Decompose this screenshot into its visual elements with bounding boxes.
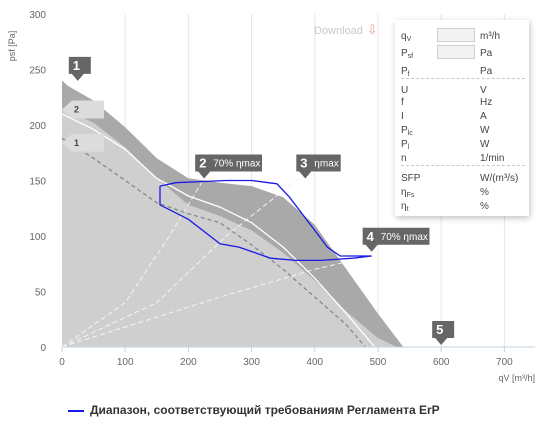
panel-row: n 1/min [395, 153, 529, 165]
panel-label: ηt [401, 201, 409, 213]
curve-markers: 1 2 70% ηmax 3 ηmax 4 70% ηmax 5 [68, 56, 455, 345]
marker-number: 2 [199, 156, 206, 171]
legend-erp[interactable]: Диапазон, соответствующий требованиям Ре… [68, 403, 440, 417]
panel-unit: W [480, 139, 490, 150]
y-tick-label: 250 [29, 66, 46, 77]
panel-row: ηt% [395, 201, 529, 213]
y-tick-label: 50 [35, 288, 47, 299]
x-tick-label: 700 [496, 357, 513, 368]
panel-label: Pl [401, 139, 410, 151]
panel-label: n [401, 153, 407, 164]
svg-text:1: 1 [74, 138, 79, 148]
erp-range [159, 179, 372, 262]
panel-row: ηFs% [395, 187, 529, 199]
erp-range-outline [159, 179, 372, 262]
legend-line-icon [68, 409, 84, 412]
panel-unit: W/(m³/s) [480, 173, 519, 184]
y-tick-label: 0 [40, 343, 46, 354]
panel-row: f Hz [395, 97, 529, 109]
y-tick-label: 300 [29, 10, 46, 21]
panel-row: qV m³/h [395, 28, 529, 43]
panel-unit: V [480, 85, 487, 96]
marker-3: 3 ηmax [296, 154, 341, 179]
panel-label: Pf [401, 66, 410, 78]
marker-text: 70% ηmax [213, 159, 260, 170]
panel-unit: W [480, 125, 490, 136]
x-axis-title: qV [m³/h] [498, 373, 535, 383]
panel-input[interactable] [437, 45, 475, 59]
curve-tag-1: 1 [62, 133, 104, 152]
marker-text: ηmax [314, 159, 338, 170]
x-tick-label: 300 [243, 357, 260, 368]
curve-tags: 21 [62, 100, 104, 152]
y-tick-label: 100 [29, 232, 46, 243]
panel-unit: Hz [480, 97, 493, 108]
x-tick-label: 200 [180, 357, 197, 368]
efficiency-line [61, 255, 372, 348]
efficiency-lines [61, 173, 372, 348]
panel-label: Plc [401, 125, 413, 137]
speed-curve-1 [61, 137, 366, 348]
panel-label: f [401, 97, 404, 108]
marker-5: 5 [432, 321, 455, 345]
panel-label: ηFs [401, 187, 415, 199]
marker-2: 2 70% ηmax [195, 154, 262, 179]
panel-unit: % [480, 187, 489, 198]
panel-unit: % [480, 201, 489, 212]
panel-separator [401, 165, 525, 166]
panel-row: Plc W [395, 125, 529, 137]
marker-text: 70% ηmax [381, 232, 428, 243]
panel-row: Pl W [395, 139, 529, 151]
y-axis-title: psf [Pa] [7, 31, 17, 62]
panel-unit: A [480, 111, 487, 122]
panel-row: Pf Pa [395, 66, 529, 78]
x-tick-label: 400 [306, 357, 323, 368]
panel-unit: Pa [480, 48, 493, 59]
x-tick-label: 0 [59, 357, 65, 368]
panel-separator [401, 78, 525, 79]
panel-input[interactable] [437, 28, 475, 42]
marker-1: 1 [68, 56, 91, 81]
y-tick-label: 150 [29, 177, 46, 188]
x-tick-label: 600 [433, 357, 450, 368]
curve-tag-2: 2 [62, 100, 104, 119]
download-icon: ⇩ [366, 22, 378, 37]
panel-unit: Pa [480, 66, 493, 77]
panel-unit: 1/min [480, 153, 505, 164]
y-tick-label: 200 [29, 121, 46, 132]
panel-label: I [401, 111, 404, 122]
speed-curve-2 [61, 113, 376, 348]
panel-row: SFP W/(m³/s) [395, 173, 529, 185]
x-tick-label: 500 [370, 357, 387, 368]
marker-number: 3 [300, 156, 307, 171]
svg-text:2: 2 [74, 104, 79, 114]
panel-label: SFP [401, 173, 421, 184]
panel-label: Psf [401, 48, 414, 60]
marker-number: 4 [367, 229, 375, 244]
download-label: Download [314, 25, 363, 37]
speed-curves [61, 113, 376, 348]
marker-4: 4 70% ηmax [362, 227, 430, 252]
panel-unit: m³/h [480, 31, 500, 42]
download-button[interactable]: Download ⇩ [314, 22, 378, 38]
legend-label: Диапазон, соответствующий требованиям Ре… [90, 403, 440, 417]
marker-number: 5 [436, 322, 443, 337]
axes: 0 100 200 300 400 500 600 700 0 50 100 150 200 250 300 [29, 10, 535, 368]
panel-label: U [401, 85, 409, 96]
marker-number: 1 [73, 58, 80, 73]
x-tick-label: 100 [117, 357, 134, 368]
panel-label: qV [401, 31, 412, 43]
panel-row: Psf Pa [395, 45, 529, 60]
efficiency-line [61, 173, 315, 348]
